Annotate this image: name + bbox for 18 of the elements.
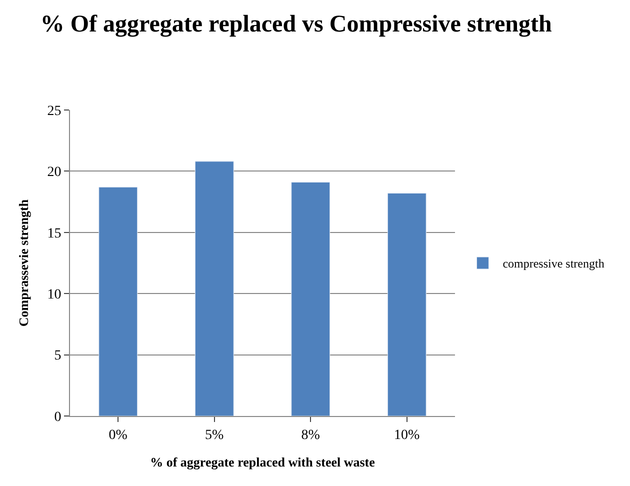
y-tick-label: 20 <box>47 165 62 180</box>
x-tick-label: 5% <box>205 428 224 443</box>
x-tick-label: 8% <box>301 428 320 443</box>
x-tick-label: 0% <box>108 428 128 443</box>
y-tick-label: 10 <box>47 288 62 302</box>
y-tick-label: 0 <box>54 410 62 425</box>
y-tick-label: 15 <box>47 226 62 242</box>
legend-label: compressive strength <box>502 256 604 271</box>
bar <box>387 192 426 416</box>
y-tick-label: 5 <box>54 348 62 364</box>
bar <box>194 161 234 416</box>
x-tick-label: 10% <box>394 428 420 443</box>
x-axis-title: % of aggregate replaced with steel waste <box>150 454 376 470</box>
bar <box>291 182 330 416</box>
chart-title: % Of aggregate replaced vs Compressive strength <box>40 11 552 38</box>
bar <box>98 186 138 416</box>
y-axis-title: Comprassevie strength <box>16 198 32 327</box>
y-tick-label: 25 <box>47 104 62 119</box>
